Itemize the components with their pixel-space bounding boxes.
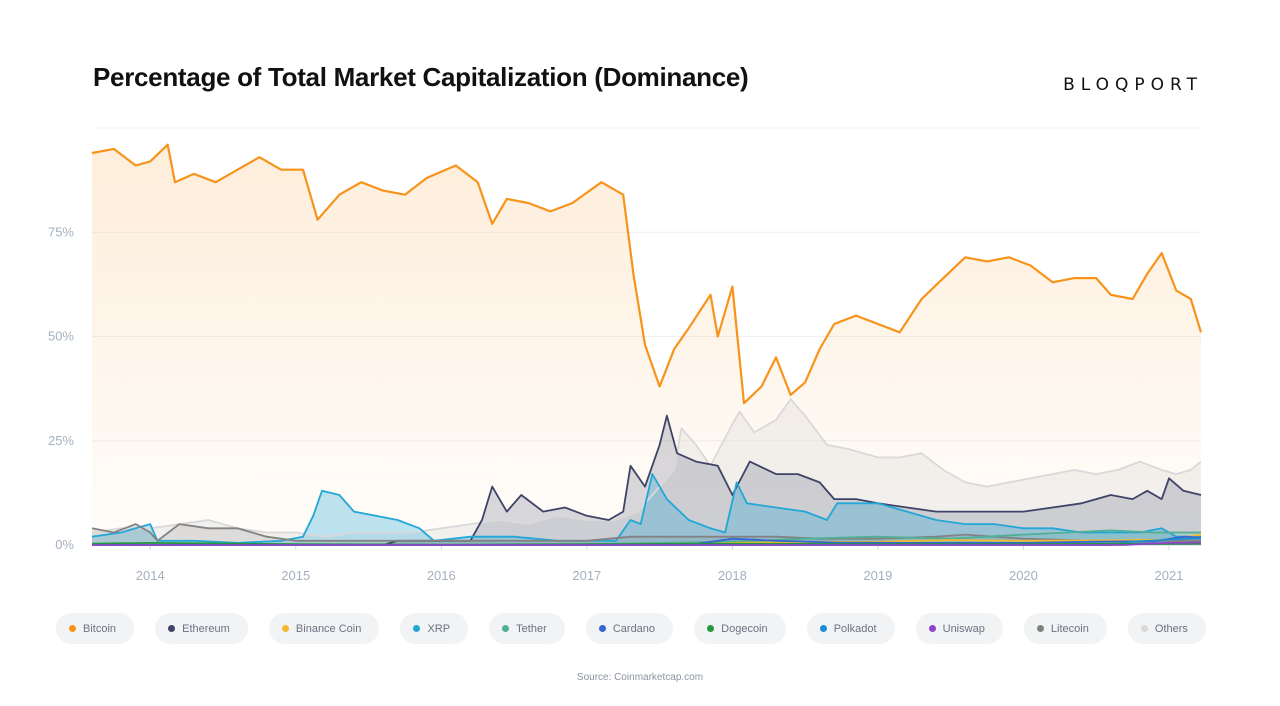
x-tick-label: 2015 [281, 568, 310, 583]
line-bitcoin [91, 143, 1203, 405]
legend-item-tether[interactable]: Tether [489, 613, 565, 644]
y-tick-label: 0% [55, 537, 74, 552]
line-ethereum [92, 414, 1202, 546]
legend-dot-icon [707, 625, 715, 632]
line-others [91, 398, 1202, 538]
legend-dot-icon [1140, 625, 1148, 632]
legend-dot-icon [502, 625, 510, 632]
legend-label: Polkadot [833, 622, 877, 635]
x-tick-label: 2020 [1009, 568, 1038, 583]
legend-item-polkadot[interactable]: Polkadot [806, 613, 895, 644]
legend-dot-icon [69, 625, 76, 632]
chart-legend: Bitcoin Ethereum Binance Coin XRP Tether Card… [56, 613, 1206, 644]
legend-label: Uniswap [942, 622, 985, 635]
legend-item-xrp[interactable]: XRP [400, 613, 469, 644]
x-tick-label: 2018 [718, 568, 747, 583]
line-litecoin [91, 523, 1201, 542]
x-tick-label: 2021 [1155, 568, 1184, 583]
area-others [92, 399, 1201, 545]
source-note: Source: Coinmarketcap.com [576, 672, 704, 683]
brand-logo: BLOQPORT [1063, 75, 1203, 95]
area-ethereum [92, 415, 1201, 545]
legend-item-litecoin[interactable]: Litecoin [1023, 613, 1107, 644]
legend-label: Ethereum [182, 622, 230, 635]
x-tick-label: 2019 [863, 568, 892, 583]
legend-label: Cardano [612, 622, 656, 635]
area-bitcoin [92, 144, 1201, 545]
legend-item-binance-coin[interactable]: Binance Coin [268, 613, 380, 644]
legend-item-bitcoin[interactable]: Bitcoin [56, 613, 135, 644]
legend-dot-icon [928, 625, 936, 632]
line-uniswap [92, 541, 1202, 546]
legend-dot-icon [281, 625, 289, 632]
y-tick-label: 50% [48, 329, 74, 344]
legend-item-uniswap[interactable]: Uniswap [915, 613, 1003, 644]
legend-dot-icon [819, 625, 827, 632]
line-xrp [91, 473, 1201, 544]
legend-label: Others [1154, 622, 1188, 635]
legend-label: XRP [427, 622, 451, 635]
x-tick-label: 2017 [572, 568, 601, 583]
area-xrp [92, 474, 1201, 545]
line-dogecoin [91, 542, 1202, 546]
legend-dot-icon [598, 625, 606, 632]
y-tick-label: 75% [48, 224, 74, 239]
legend-dot-icon [168, 625, 176, 632]
legend-dot-icon [1036, 625, 1044, 632]
chart-title: Percentage of Total Market Capitalizatio… [93, 62, 749, 92]
legend-item-others[interactable]: Others [1127, 613, 1206, 644]
x-tick-label: 2014 [136, 568, 165, 583]
legend-dot-icon [413, 625, 421, 632]
legend-label: Litecoin [1050, 622, 1089, 635]
legend-label: Tether [516, 622, 547, 635]
legend-item-cardano[interactable]: Cardano [585, 613, 674, 644]
y-tick-label: 25% [48, 433, 74, 448]
legend-label: Bitcoin [83, 622, 117, 635]
legend-item-ethereum[interactable]: Ethereum [155, 613, 248, 644]
x-tick-label: 2016 [427, 568, 456, 583]
legend-label: Dogecoin [721, 622, 768, 635]
legend-label: Binance Coin [295, 622, 362, 635]
axis-labels: 0% 25% 50% 75% 2014 2015 2016 2017 2018 2019 2020 2… [48, 224, 1183, 583]
legend-item-dogecoin[interactable]: Dogecoin [694, 613, 786, 644]
dominance-chart: 0% 25% 50% 75% 2014 2015 2016 2017 2018 2019 2020 2… [48, 127, 1203, 583]
series-lines [91, 143, 1203, 546]
